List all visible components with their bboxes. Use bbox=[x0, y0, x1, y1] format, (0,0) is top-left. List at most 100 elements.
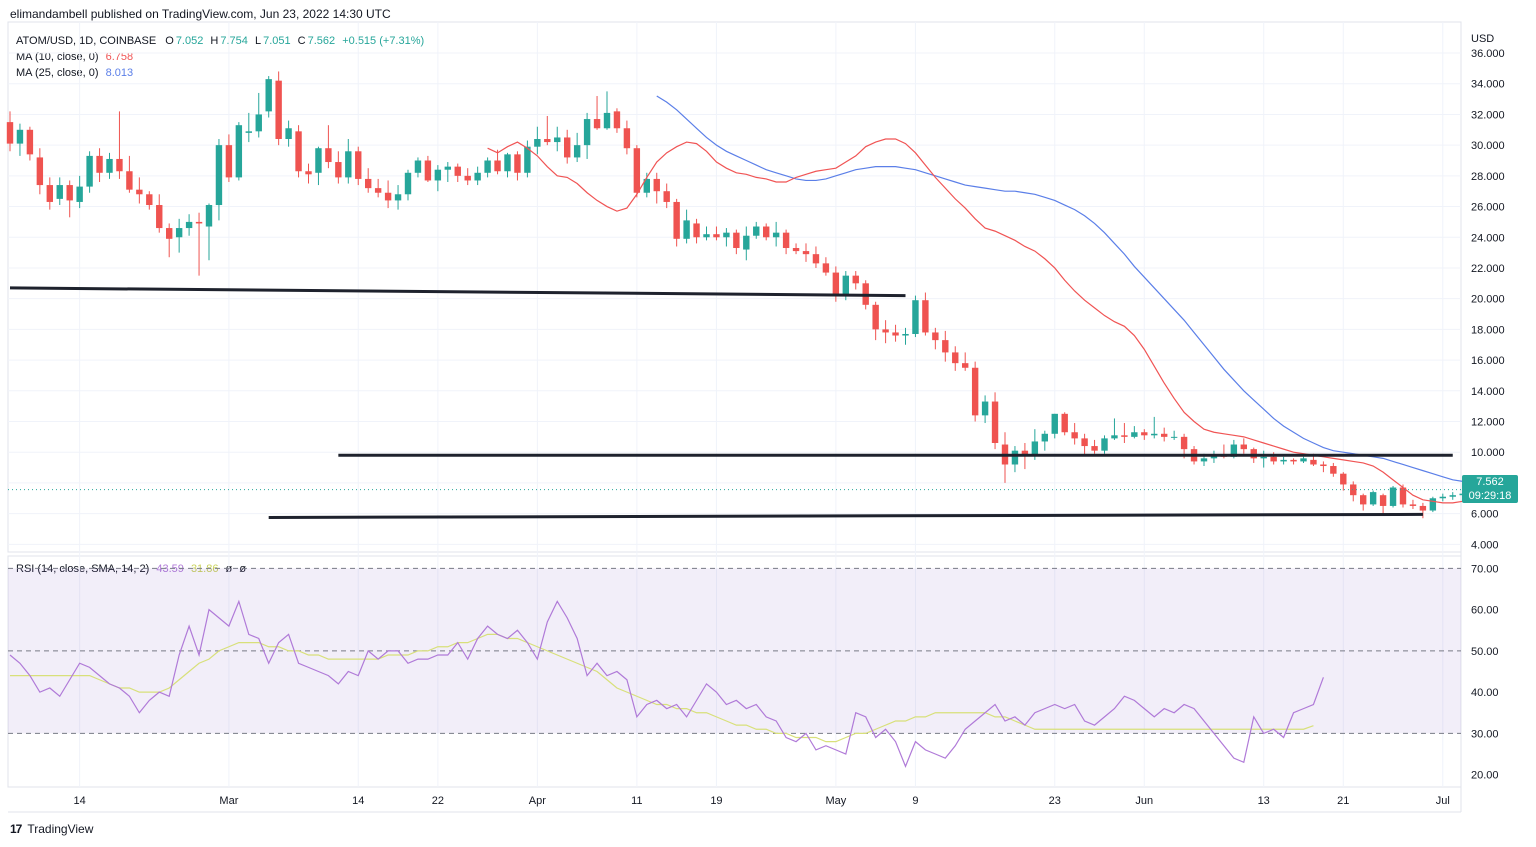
candle-body bbox=[504, 154, 511, 172]
candle-body bbox=[932, 332, 939, 341]
candle-body bbox=[305, 171, 312, 175]
candle-body bbox=[583, 119, 591, 146]
candle-body bbox=[464, 175, 471, 181]
price-tick-label: 16.000 bbox=[1471, 355, 1505, 367]
candle-body bbox=[225, 145, 233, 178]
price-tick-label: 14.000 bbox=[1471, 386, 1505, 398]
candle-body bbox=[802, 251, 810, 255]
price-tick-label: 26.000 bbox=[1471, 202, 1505, 214]
candle-body bbox=[484, 160, 491, 173]
candle-body bbox=[454, 166, 461, 176]
candle-body bbox=[1240, 444, 1247, 450]
tradingview-logo[interactable]: 17 TradingView bbox=[10, 822, 93, 836]
candle-body bbox=[1260, 456, 1267, 459]
candle-body bbox=[374, 188, 382, 193]
candle-body bbox=[76, 186, 83, 202]
rsi-sma-value: 31.86 bbox=[190, 563, 219, 575]
price-tick-label: 12.000 bbox=[1471, 417, 1505, 429]
candle-body bbox=[1439, 496, 1446, 499]
candle-body bbox=[1350, 484, 1357, 496]
candle-body bbox=[544, 139, 551, 143]
candle-body bbox=[404, 172, 412, 195]
candle-body bbox=[573, 145, 581, 158]
price-tick-label: 6.000 bbox=[1471, 509, 1499, 521]
time-tick-label: 22 bbox=[432, 795, 444, 807]
ma10-label: MA (10, close, 0) bbox=[16, 51, 99, 63]
candle-body bbox=[1021, 450, 1029, 456]
candle-body bbox=[265, 79, 272, 112]
candle-body bbox=[892, 332, 899, 336]
open-value: 7.052 bbox=[175, 35, 204, 47]
price-pane-frame bbox=[7, 21, 1462, 553]
currency-label: USD bbox=[1471, 33, 1494, 45]
candle-body bbox=[1121, 435, 1128, 437]
candle-body bbox=[822, 263, 830, 273]
candle-body bbox=[146, 194, 153, 206]
publisher-caption: elimandambell published on TradingView.c… bbox=[10, 7, 391, 21]
rsi-tick-label: 50.00 bbox=[1471, 646, 1499, 658]
tradingview-brand: TradingView bbox=[27, 822, 94, 836]
change-value: +0.515 (+7.31%) bbox=[342, 35, 425, 47]
candle-body bbox=[1101, 438, 1108, 451]
candle-body bbox=[882, 329, 889, 333]
candle-body bbox=[235, 125, 243, 178]
close-label: C bbox=[297, 35, 306, 47]
ma25-label: MA (25, close, 0) bbox=[16, 67, 99, 79]
time-tick-label: Mar bbox=[219, 795, 238, 807]
candle-body bbox=[355, 151, 362, 179]
candle-body bbox=[1270, 456, 1277, 462]
candle-body bbox=[1250, 449, 1257, 459]
candle-body bbox=[96, 155, 103, 173]
high-value: 7.754 bbox=[220, 35, 248, 47]
candle-body bbox=[1111, 435, 1118, 439]
candle-body bbox=[1340, 473, 1347, 485]
candle-body bbox=[1091, 446, 1098, 451]
time-tick-label: 14 bbox=[352, 795, 364, 807]
time-tick-label: 23 bbox=[1049, 795, 1061, 807]
candle-body bbox=[384, 192, 392, 201]
time-tick-label: Jun bbox=[1135, 795, 1153, 807]
candle-body bbox=[832, 272, 840, 296]
candle-body bbox=[623, 128, 631, 149]
ma10-row[interactable]: MA (10, close, 0) 6.758 bbox=[16, 49, 424, 65]
candle-body bbox=[175, 228, 183, 238]
candle-body bbox=[255, 114, 262, 132]
candle-body bbox=[285, 128, 292, 140]
price-tick-label: 22.000 bbox=[1471, 263, 1505, 275]
candle-body bbox=[1290, 459, 1297, 462]
candle-body bbox=[902, 333, 909, 336]
candle-body bbox=[295, 131, 302, 172]
candle-body bbox=[1170, 436, 1178, 438]
candle-body bbox=[1141, 432, 1148, 436]
candle-body bbox=[66, 185, 73, 201]
candle-body bbox=[215, 145, 223, 206]
candle-body bbox=[116, 158, 123, 172]
candle-body bbox=[673, 201, 680, 239]
candle-body bbox=[325, 148, 332, 163]
candle-body bbox=[1041, 433, 1048, 442]
candle-body bbox=[1280, 459, 1287, 462]
low-value: 7.051 bbox=[263, 35, 291, 47]
ma25-row[interactable]: MA (25, close, 0) 8.013 bbox=[16, 65, 424, 81]
candle-body bbox=[474, 172, 481, 181]
candle-body bbox=[733, 232, 740, 249]
time-tick-label: Jul bbox=[1436, 795, 1450, 807]
symbol-label[interactable]: ATOM/USD, 1D, COINBASE bbox=[16, 35, 157, 47]
candle-body bbox=[1210, 455, 1218, 459]
candle-body bbox=[6, 122, 14, 144]
candle-body bbox=[36, 157, 44, 186]
close-value: 7.562 bbox=[307, 35, 336, 47]
candle-body bbox=[1151, 433, 1158, 436]
bar-countdown: 09:29:18 bbox=[1468, 490, 1512, 502]
candle-body bbox=[643, 178, 650, 193]
candle-body bbox=[1071, 432, 1078, 439]
candle-body bbox=[1449, 495, 1456, 497]
price-tick-label: 4.000 bbox=[1471, 539, 1499, 551]
price-tick-label: 34.000 bbox=[1471, 79, 1505, 91]
candle-body bbox=[1409, 504, 1417, 506]
candle-body bbox=[434, 169, 442, 181]
candle-body bbox=[723, 232, 730, 238]
ma10-value: 6.758 bbox=[105, 51, 134, 63]
candle-body bbox=[683, 220, 690, 239]
